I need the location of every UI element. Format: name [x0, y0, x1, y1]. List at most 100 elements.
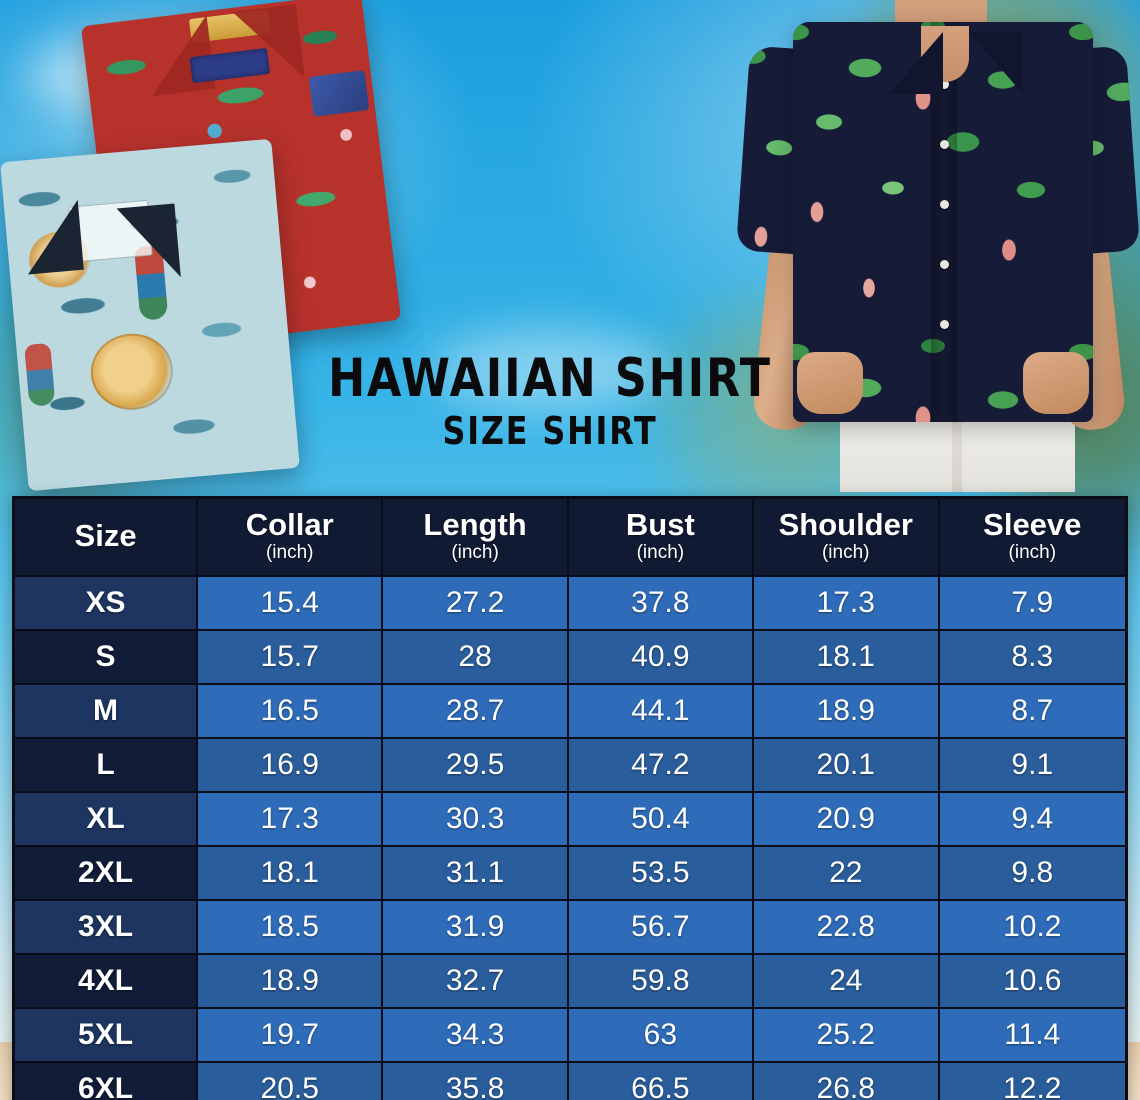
cell-size: 4XL — [15, 955, 199, 1010]
cell-sleeve: 9.1 — [939, 739, 1125, 794]
cell-bust: 66.5 — [568, 1063, 754, 1100]
cell-collar: 19.7 — [198, 1009, 384, 1064]
cell-bust: 53.5 — [568, 847, 754, 902]
title-block: HAWAIIAN SHIRT SIZE SHIRT — [300, 348, 800, 454]
cell-collar: 16.9 — [198, 739, 384, 794]
cell-length: 29.5 — [383, 739, 569, 794]
table-row: XS 15.4 27.2 37.8 17.3 7.9 — [15, 577, 1125, 632]
cell-shoulder: 18.1 — [753, 631, 940, 686]
cell-sleeve: 12.2 — [939, 1063, 1125, 1100]
cell-length: 31.9 — [383, 901, 569, 956]
shirt-collar-left — [21, 199, 84, 275]
table-row: 4XL 18.9 32.7 59.8 24 10.6 — [15, 955, 1125, 1010]
cell-shoulder: 22.8 — [753, 901, 940, 956]
cell-collar: 15.7 — [198, 631, 384, 686]
cell-sleeve: 9.4 — [939, 793, 1125, 848]
header-label: Shoulder — [778, 507, 913, 542]
cell-size: M — [15, 685, 199, 740]
cell-sleeve: 8.3 — [939, 631, 1125, 686]
shirt-collar-left — [889, 32, 943, 94]
table-row: 3XL 18.5 31.9 56.7 22.8 10.2 — [15, 901, 1125, 956]
cell-shoulder: 18.9 — [753, 685, 940, 740]
cell-shoulder: 20.1 — [753, 739, 940, 794]
brand-logo-patch — [308, 70, 370, 117]
table-body: XS 15.4 27.2 37.8 17.3 7.9 S 15.7 28 40.9 18.1 8.3 M… — [15, 577, 1125, 1100]
header-label: Size — [74, 518, 137, 554]
cell-sleeve: 10.6 — [939, 955, 1125, 1010]
folded-blue-hawaiian-shirt — [0, 138, 300, 492]
header-unit: (inch) — [636, 541, 685, 563]
cell-collar: 20.5 — [198, 1063, 384, 1100]
cell-length: 34.3 — [383, 1009, 569, 1064]
cell-shoulder: 24 — [753, 955, 940, 1010]
cell-shoulder: 20.9 — [753, 793, 940, 848]
cell-collar: 18.1 — [198, 847, 384, 902]
cell-size: 5XL — [15, 1009, 199, 1064]
cell-shoulder: 25.2 — [753, 1009, 940, 1064]
table-row: 2XL 18.1 31.1 53.5 22 9.8 — [15, 847, 1125, 902]
cell-length: 35.8 — [383, 1063, 569, 1100]
cell-length: 30.3 — [383, 793, 569, 848]
header-label: Bust — [625, 507, 695, 542]
cell-bust: 56.7 — [568, 901, 754, 956]
cell-bust: 59.8 — [568, 955, 754, 1010]
header-unit: (inch) — [821, 541, 870, 563]
size-chart-table: Size Collar (inch) Length (inch) Bust (i… — [12, 496, 1128, 1100]
cell-bust: 44.1 — [568, 685, 754, 740]
model-right-hand-in-pocket — [1023, 352, 1089, 414]
cell-length: 31.1 — [383, 847, 569, 902]
cell-sleeve: 7.9 — [939, 577, 1125, 632]
shirt-collar-right — [116, 203, 181, 283]
column-header-sleeve: Sleeve (inch) — [939, 499, 1125, 578]
cell-size: 2XL — [15, 847, 199, 902]
column-header-length: Length (inch) — [383, 499, 569, 578]
cell-shoulder: 22 — [753, 847, 940, 902]
header-label: Sleeve — [983, 507, 1082, 542]
shirt-button — [940, 320, 949, 329]
header-row: Size Collar (inch) Length (inch) Bust (i… — [15, 499, 1125, 578]
cloud-shape — [430, 330, 670, 410]
cell-length: 28 — [383, 631, 569, 686]
cell-size: XL — [15, 793, 199, 848]
cell-shoulder: 26.8 — [753, 1063, 940, 1100]
table-row: S 15.7 28 40.9 18.1 8.3 — [15, 631, 1125, 686]
shirt-button — [940, 80, 949, 89]
cell-size: 3XL — [15, 901, 199, 956]
cell-bust: 50.4 — [568, 793, 754, 848]
cell-bust: 63 — [568, 1009, 754, 1064]
table-row: M 16.5 28.7 44.1 18.9 8.7 — [15, 685, 1125, 740]
cell-collar: 15.4 — [198, 577, 384, 632]
table-row: 5XL 19.7 34.3 63 25.2 11.4 — [15, 1009, 1125, 1064]
header-unit: (inch) — [265, 541, 314, 563]
cell-sleeve: 8.7 — [939, 685, 1125, 740]
cell-length: 28.7 — [383, 685, 569, 740]
column-header-shoulder: Shoulder (inch) — [753, 499, 940, 578]
parrot-motif — [24, 342, 56, 407]
cell-sleeve: 10.2 — [939, 901, 1125, 956]
cell-collar: 18.9 — [198, 955, 384, 1010]
cell-sleeve: 11.4 — [939, 1009, 1125, 1064]
header-unit: (inch) — [1008, 541, 1057, 563]
shirt-button — [940, 140, 949, 149]
column-header-collar: Collar (inch) — [198, 499, 384, 578]
shirt-button — [940, 260, 949, 269]
model-left-hand-in-pocket — [797, 352, 863, 414]
shirt-button — [940, 200, 949, 209]
column-header-bust: Bust (inch) — [568, 499, 754, 578]
cell-sleeve: 9.8 — [939, 847, 1125, 902]
header-label: Length — [423, 507, 527, 542]
table-header: Size Collar (inch) Length (inch) Bust (i… — [15, 499, 1125, 578]
table-row: XL 17.3 30.3 50.4 20.9 9.4 — [15, 793, 1125, 848]
table-row: L 16.9 29.5 47.2 20.1 9.1 — [15, 739, 1125, 794]
cell-collar: 17.3 — [198, 793, 384, 848]
header-unit: (inch) — [451, 541, 499, 563]
cell-length: 32.7 — [383, 955, 569, 1010]
page-title: HAWAIIAN SHIRT — [328, 348, 772, 409]
table-row: 6XL 20.5 35.8 66.5 26.8 12.2 — [15, 1063, 1125, 1100]
cell-bust: 40.9 — [568, 631, 754, 686]
page-subtitle: SIZE SHIRT — [442, 409, 658, 454]
column-header-size: Size — [15, 499, 199, 578]
cell-collar: 16.5 — [198, 685, 384, 740]
model-photo — [735, 0, 1140, 492]
cell-bust: 47.2 — [568, 739, 754, 794]
